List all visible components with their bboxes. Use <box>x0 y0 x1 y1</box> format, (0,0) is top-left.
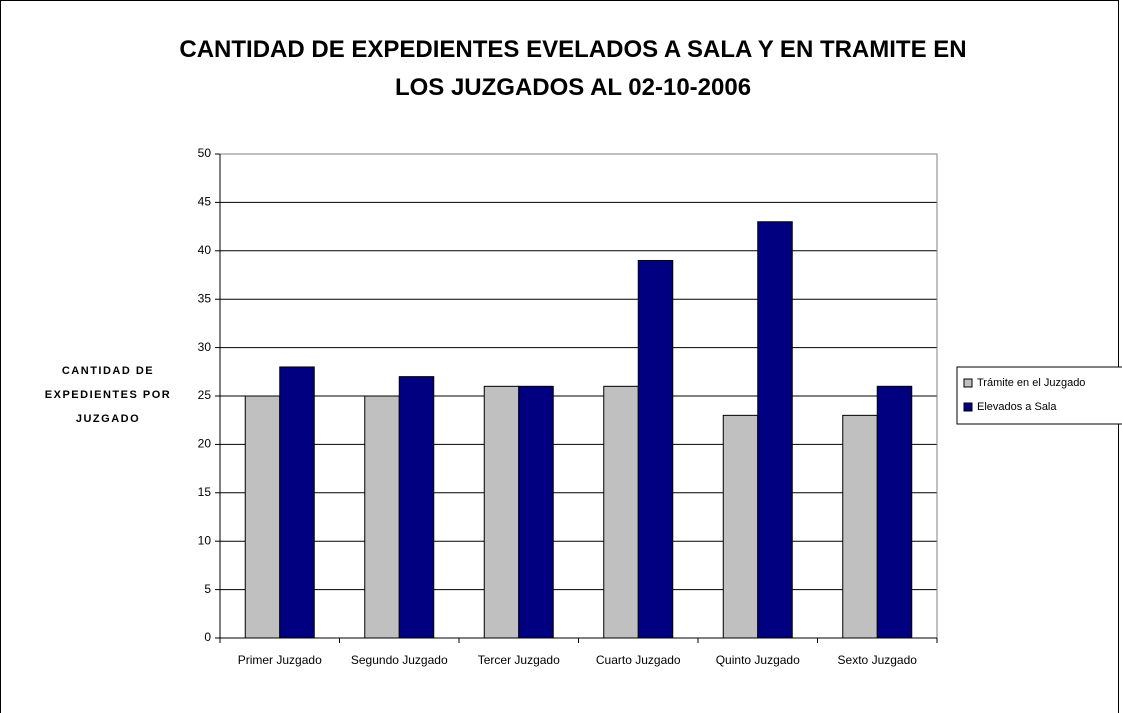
x-tick-label: Cuarto Juzgado <box>596 653 681 667</box>
chart-title: CANTIDAD DE EXPEDIENTES EVELADOS A SALA … <box>179 36 966 101</box>
x-tick-label: Tercer Juzgado <box>478 653 560 667</box>
bar <box>398 376 435 639</box>
bar <box>518 385 554 639</box>
y-tick-label: 30 <box>198 340 212 354</box>
y-tick-label: 40 <box>198 243 212 257</box>
y-tick-label: 45 <box>198 195 212 209</box>
y-axis-label: CANTIDAD DE EXPEDIENTES POR JUZGADO <box>45 365 171 425</box>
x-tick-label: Segundo Juzgado <box>351 653 448 667</box>
legend-swatch <box>963 402 973 412</box>
bar <box>637 259 674 639</box>
bar <box>603 385 639 639</box>
y-tick-label: 5 <box>204 582 211 596</box>
y-tick-label: 20 <box>198 437 212 451</box>
y-tick-label: 15 <box>198 485 212 499</box>
y-tick-label: 25 <box>198 388 212 402</box>
bar <box>842 414 878 639</box>
x-tick-label: Primer Juzgado <box>238 653 322 667</box>
legend-box <box>956 366 1122 425</box>
x-tick-label: Quinto Juzgado <box>716 653 800 667</box>
legend: Trámite en el Juzgado Elevados a Sala <box>956 366 1122 425</box>
bar <box>279 366 315 639</box>
y-tick-label: 50 <box>198 146 212 160</box>
bar <box>483 385 520 639</box>
y-tick-label: 10 <box>198 533 212 547</box>
bar <box>757 221 793 639</box>
legend-swatch <box>963 378 973 388</box>
bar <box>722 414 759 639</box>
y-tick-label: 0 <box>204 630 211 644</box>
bar <box>244 395 281 639</box>
bar <box>876 385 913 639</box>
bar <box>364 395 400 639</box>
legend-label: Trámite en el Juzgado <box>977 377 1085 389</box>
legend-label: Elevados a Sala <box>977 401 1057 413</box>
y-tick-label: 35 <box>198 291 212 305</box>
x-tick-label: Sexto Juzgado <box>838 653 918 667</box>
